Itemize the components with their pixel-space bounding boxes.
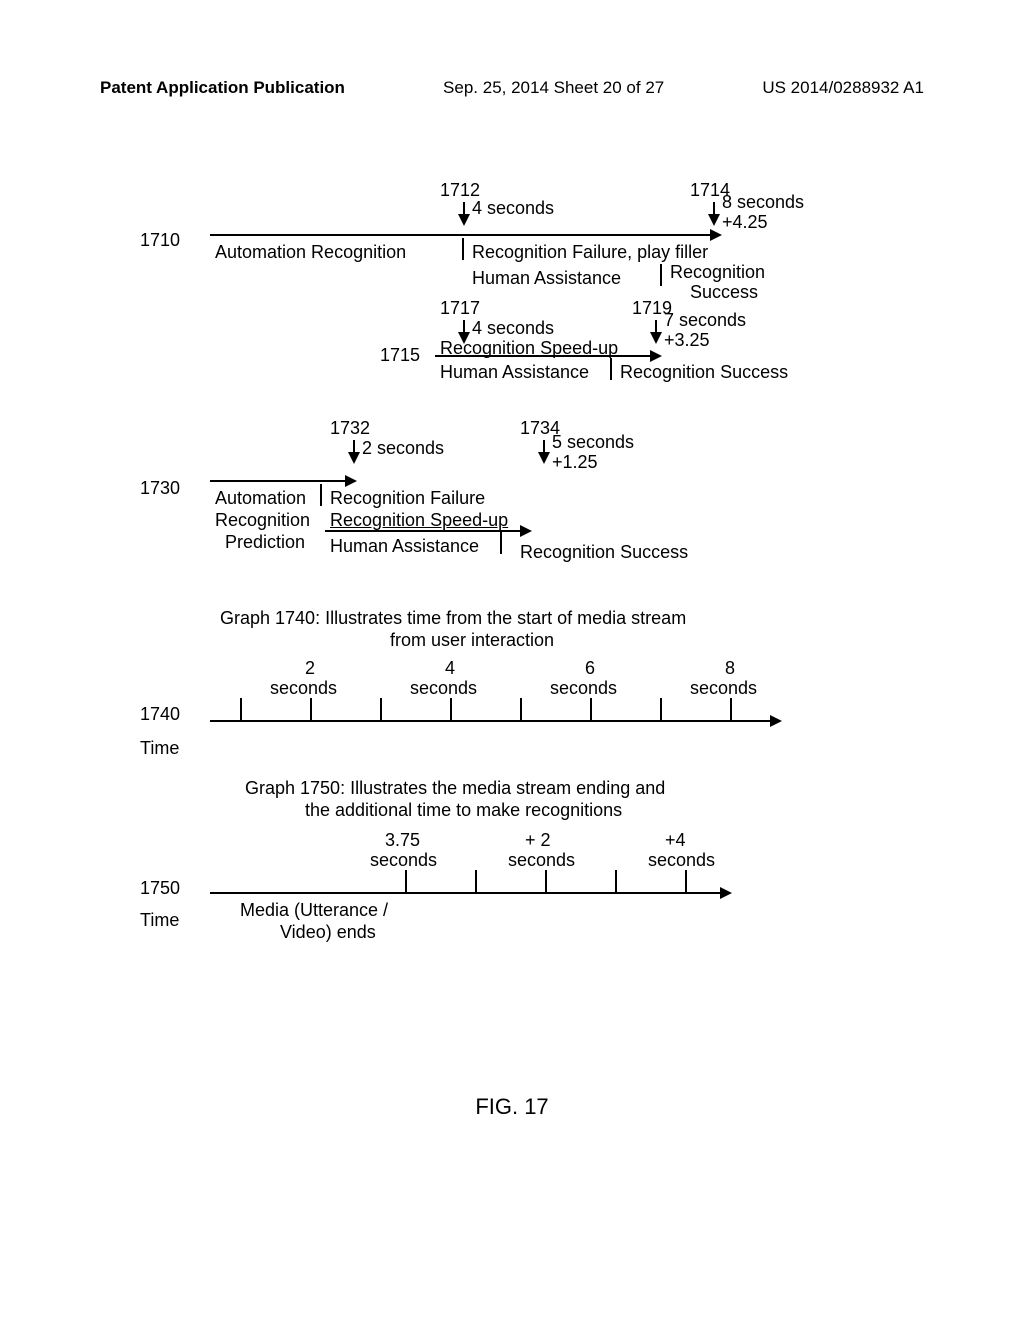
tick-1740-1 <box>240 698 242 722</box>
tick-1740-5 <box>520 698 522 722</box>
graph-1740-caption-a: Graph 1740: Illustrates time from the st… <box>220 608 686 629</box>
tick-1740-4 <box>450 698 452 722</box>
mark-1734-a: 5 seconds <box>552 432 634 453</box>
figure-caption: FIG. 17 <box>0 1094 1024 1120</box>
tick-1750-p4u: seconds <box>648 850 715 871</box>
page-header: Patent Application Publication Sep. 25, … <box>100 78 924 98</box>
label-rec-success-a: Recognition <box>670 262 765 283</box>
tick-1750-2 <box>475 870 477 894</box>
media-ends-a: Media (Utterance / <box>240 900 388 921</box>
arrow-1734 <box>543 440 545 462</box>
time-1740: Time <box>140 738 179 759</box>
tick-1750-375u: seconds <box>370 850 437 871</box>
label-1730-rec: Recognition <box>215 510 310 531</box>
tick-1740-6u: seconds <box>550 678 617 699</box>
tick-1750-p2n: + 2 <box>525 830 551 851</box>
label-human-assist-b: Human Assistance <box>440 362 589 383</box>
header-left: Patent Application Publication <box>100 78 345 98</box>
ref-1730: 1730 <box>140 478 180 499</box>
label-1730-pred: Prediction <box>225 532 305 553</box>
divider-1730-a <box>320 484 322 506</box>
label-1730-speedup: Recognition Speed-up <box>330 510 508 531</box>
mark-1734-b: +1.25 <box>552 452 598 473</box>
label-rec-speedup-top: Recognition Speed-up <box>440 338 618 359</box>
mark-1719-a: 7 seconds <box>664 310 746 331</box>
label-1730-human: Human Assistance <box>330 536 479 557</box>
arrow-1719 <box>655 320 657 342</box>
arrow-1732 <box>353 440 355 462</box>
divider-1730-b <box>500 532 502 554</box>
tick-1740-8 <box>730 698 732 722</box>
mark-1714-a: 8 seconds <box>722 192 804 213</box>
tick-1740-4n: 4 <box>445 658 455 679</box>
label-auto-rec: Automation Recognition <box>215 242 406 263</box>
mark-1712: 4 seconds <box>472 198 554 219</box>
tick-1750-p2u: seconds <box>508 850 575 871</box>
divider-1710-c <box>610 358 612 380</box>
ref-1717: 1717 <box>440 298 480 319</box>
graph-1740-caption-b: from user interaction <box>390 630 554 651</box>
divider-1710-a <box>462 238 464 260</box>
tick-1740-2n: 2 <box>305 658 315 679</box>
tick-1750-5 <box>685 870 687 894</box>
media-ends-b: Video) ends <box>280 922 376 943</box>
tick-1740-7 <box>660 698 662 722</box>
tick-1740-3 <box>380 698 382 722</box>
mark-1719-b: +3.25 <box>664 330 710 351</box>
tick-1740-8n: 8 <box>725 658 735 679</box>
divider-1710-b <box>660 264 662 286</box>
timeline-1730-top <box>210 480 355 482</box>
mark-1717: 4 seconds <box>472 318 554 339</box>
ref-1715: 1715 <box>380 345 420 366</box>
label-rec-fail-filler: Recognition Failure, play filler <box>472 242 708 263</box>
timeline-1750 <box>210 892 730 894</box>
tick-1740-2u: seconds <box>270 678 337 699</box>
graph-1750-caption-b: the additional time to make recognitions <box>305 800 622 821</box>
tick-1740-4u: seconds <box>410 678 477 699</box>
ref-1710: 1710 <box>140 230 180 251</box>
tick-1740-6n: 6 <box>585 658 595 679</box>
header-center: Sep. 25, 2014 Sheet 20 of 27 <box>443 78 664 98</box>
tick-1740-8u: seconds <box>690 678 757 699</box>
label-1730-rec-fail: Recognition Failure <box>330 488 485 509</box>
timeline-1740 <box>210 720 780 722</box>
tick-1750-4 <box>615 870 617 894</box>
arrow-1714 <box>713 202 715 224</box>
arrow-1712 <box>463 202 465 224</box>
label-rec-success-a2: Success <box>690 282 758 303</box>
tick-1750-375n: 3.75 <box>385 830 420 851</box>
time-1750: Time <box>140 910 179 931</box>
label-1730-auto: Automation <box>215 488 306 509</box>
ref-1740: 1740 <box>140 704 180 725</box>
label-human-assist-a: Human Assistance <box>472 268 621 289</box>
timeline-1710-top <box>210 234 720 236</box>
ref-1732: 1732 <box>330 418 370 439</box>
label-1730-success: Recognition Success <box>520 542 688 563</box>
label-rec-success-b: Recognition Success <box>620 362 788 383</box>
tick-1750-1 <box>405 870 407 894</box>
tick-1740-2 <box>310 698 312 722</box>
ref-1750: 1750 <box>140 878 180 899</box>
tick-1750-3 <box>545 870 547 894</box>
mark-1714-b: +4.25 <box>722 212 768 233</box>
tick-1740-6 <box>590 698 592 722</box>
mark-1732: 2 seconds <box>362 438 444 459</box>
header-right: US 2014/0288932 A1 <box>762 78 924 98</box>
graph-1750-caption-a: Graph 1750: Illustrates the media stream… <box>245 778 665 799</box>
tick-1750-p4n: +4 <box>665 830 686 851</box>
